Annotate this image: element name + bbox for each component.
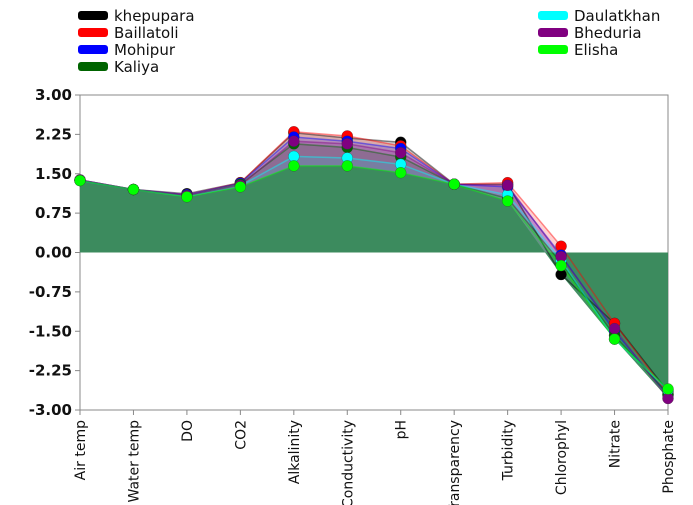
y-tick-label: 3.00 (35, 86, 72, 104)
x-tick-label: Alkalinity (287, 420, 303, 484)
series-line-baillatoli (79, 130, 669, 395)
series-line-daulatkhan (79, 155, 669, 391)
legend-label: Mohipur (114, 41, 176, 59)
legend-label: Daulatkhan (574, 7, 660, 25)
data-point-elisha (74, 174, 86, 187)
legend-item-daulatkhan: Daulatkhan (538, 7, 660, 25)
area-base-fill (80, 165, 668, 399)
legend-swatch (78, 11, 108, 20)
x-tick-label: Conductivity (340, 420, 356, 505)
y-tick-label: -0.75 (29, 283, 72, 301)
x-tick-label: Phosphate (661, 420, 677, 494)
legend-swatch (78, 62, 108, 71)
x-axis: Air temp Water temp DO CO2 Alkalinity Conduct… (73, 410, 677, 505)
x-tick-label: Chlorophyl (554, 420, 570, 495)
data-point-bheduria (395, 147, 407, 159)
legend-item-bheduria: Bheduria (538, 24, 642, 42)
data-point-bheduria (288, 135, 300, 147)
x-tick-label: DO (180, 420, 196, 442)
legend-swatch (538, 11, 568, 20)
y-axis: 3.00 2.25 1.50 0.75 0.00 -0.75 -1.50 -2.25 -3.00 (29, 86, 80, 419)
data-point-bheduria (501, 179, 514, 191)
series-line-kaliya (79, 143, 669, 395)
legend-swatch (538, 45, 568, 54)
data-point-bheduria (341, 138, 353, 150)
x-tick-label: Transparency (447, 420, 463, 505)
data-point-elisha (341, 160, 353, 172)
data-point-elisha (234, 181, 247, 193)
legend-label: Elisha (574, 41, 618, 59)
data-point-elisha (288, 160, 300, 172)
y-tick-label: -1.50 (29, 322, 72, 340)
y-tick-label: 2.25 (35, 125, 72, 143)
data-point-elisha (181, 191, 193, 203)
x-tick-label: CO2 (233, 420, 249, 450)
series-line-mohipur (79, 136, 669, 396)
series-line-bheduria (79, 140, 669, 399)
legend-label: khepupara (114, 7, 195, 25)
y-tick-label: -3.00 (29, 401, 72, 419)
series-lines (79, 130, 669, 399)
data-point-elisha (662, 383, 674, 395)
data-point-bheduria (608, 322, 621, 335)
legend-item-baillatoli: Baillatoli (78, 24, 179, 42)
data-point-elisha (501, 195, 514, 207)
legend-label: Kaliya (114, 58, 159, 76)
legend-item-elisha: Elisha (538, 41, 618, 59)
y-tick-label: 1.50 (35, 165, 72, 183)
legend-item-khepupara: khepupara (78, 7, 195, 25)
data-point-elisha (608, 333, 621, 345)
legend-label: Bheduria (574, 24, 642, 42)
y-tick-label: 0.75 (35, 204, 72, 222)
y-tick-label: -2.25 (29, 362, 72, 380)
data-points (74, 126, 674, 405)
legend-item-mohipur: Mohipur (78, 41, 176, 59)
x-tick-label: Turbidity (501, 420, 517, 481)
data-point-elisha (555, 259, 567, 272)
legend-item-kaliya: Kaliya (78, 58, 159, 76)
legend-swatch (538, 28, 568, 37)
x-tick-label: Water temp (126, 420, 142, 503)
data-point-elisha (448, 178, 460, 190)
plot-area (74, 94, 674, 411)
data-point-elisha (127, 183, 140, 196)
series-line-khepupara (79, 132, 669, 393)
area-fills (80, 131, 668, 399)
x-tick-label: pH (394, 420, 410, 439)
x-tick-label: Air temp (73, 420, 89, 480)
legend-swatch (78, 45, 108, 54)
data-point-elisha (395, 167, 407, 179)
legend-swatch (78, 28, 108, 37)
x-tick-label: Nitrate (608, 420, 624, 468)
series-line-elisha (79, 165, 669, 390)
legend-label: Baillatoli (114, 24, 179, 42)
y-tick-label: 0.00 (35, 244, 72, 262)
